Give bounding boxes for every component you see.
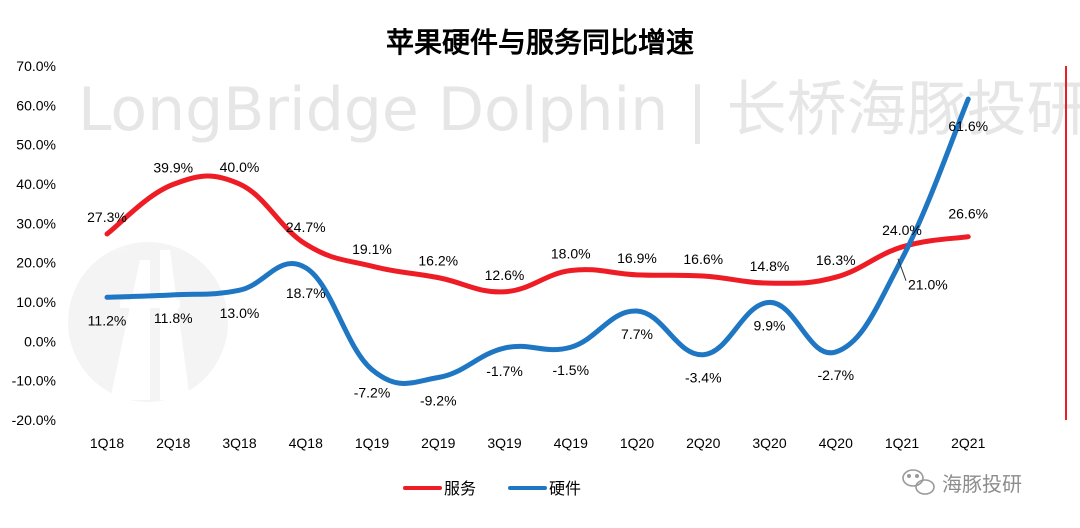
y-tick-label: 30.0%: [16, 215, 56, 231]
hardware-label-leader-line: [897, 258, 907, 281]
y-tick-label: -10.0%: [12, 373, 56, 389]
y-tick-label: 40.0%: [16, 176, 56, 192]
hardware-line: [104, 96, 971, 386]
x-axis: 1Q18 2Q18 3Q18 4Q18 1Q19 2Q19 3Q19 4Q19 1Q20 2Q20…: [90, 435, 986, 451]
hardware-data-label: 21.0%: [908, 277, 948, 293]
wechat-icon: [902, 469, 935, 495]
x-tick-label: 4Q20: [819, 435, 853, 451]
wechat-account-name: 海豚投研: [942, 472, 1022, 496]
data-labels: 27.3% 39.9% 40.0% 24.7% 19.1% 16.2% 12.6% 18.0%…: [87, 118, 988, 408]
services-data-label: 24.7%: [286, 219, 326, 235]
services-data-label: 24.0%: [882, 222, 922, 238]
x-tick-label: 4Q19: [554, 435, 588, 451]
y-tick-label: 60.0%: [16, 97, 56, 113]
hardware-data-label: -1.5%: [552, 362, 589, 378]
y-axis: -20.0% -10.0% 0.0% 10.0% 20.0% 30.0% 40.0% 50.0…: [12, 58, 56, 428]
x-tick-label: 1Q20: [620, 435, 654, 451]
x-tick-label: 1Q18: [90, 435, 124, 451]
x-tick-label: 2Q20: [686, 435, 720, 451]
hardware-data-label: 18.7%: [286, 285, 326, 301]
services-data-label: 18.0%: [551, 246, 591, 262]
watermark-text: LongBridge Dolphin | 长桥海豚投研: [78, 75, 1080, 145]
y-tick-label: 50.0%: [16, 137, 56, 153]
legend-label-services: 服务: [444, 479, 476, 498]
hardware-data-label: 61.6%: [948, 118, 988, 134]
hardware-data-label: 13.0%: [220, 305, 260, 321]
chart-title: 苹果硬件与服务同比增速: [386, 26, 694, 59]
hardware-data-label: -7.2%: [354, 385, 391, 401]
y-tick-label: 10.0%: [16, 294, 56, 310]
y-tick-label: 20.0%: [16, 255, 56, 271]
services-data-label: 27.3%: [87, 209, 127, 225]
x-tick-label: 1Q21: [885, 435, 919, 451]
hardware-data-label: 9.9%: [754, 317, 786, 333]
x-tick-label: 4Q18: [289, 435, 323, 451]
hardware-data-label: -9.2%: [420, 393, 457, 409]
services-data-label: 40.0%: [220, 159, 260, 175]
services-data-label: 19.1%: [352, 241, 392, 257]
services-data-label: 16.2%: [418, 253, 458, 269]
series-lines: [104, 96, 971, 386]
legend-label-hardware: 硬件: [549, 479, 581, 498]
services-line: [104, 173, 971, 295]
x-tick-label: 3Q19: [487, 435, 521, 451]
services-data-label: 16.6%: [683, 251, 723, 267]
x-tick-label: 2Q19: [421, 435, 455, 451]
hardware-data-label: -3.4%: [685, 370, 722, 386]
hardware-data-label: 11.2%: [88, 312, 127, 328]
x-tick-label: 3Q18: [222, 435, 256, 451]
y-tick-label: 70.0%: [16, 58, 56, 74]
hardware-data-label: -2.7%: [817, 367, 854, 383]
services-data-label: 12.6%: [485, 267, 525, 283]
services-data-label: 16.9%: [617, 250, 657, 266]
x-tick-label: 1Q19: [355, 435, 389, 451]
legend: 服务 硬件: [403, 479, 581, 498]
y-tick-label: 0.0%: [24, 333, 56, 349]
hardware-data-label: -1.7%: [486, 363, 523, 379]
hardware-data-label: 7.7%: [621, 326, 653, 342]
y-tick-label: -20.0%: [12, 412, 56, 428]
services-data-label: 16.3%: [816, 252, 856, 268]
x-tick-label: 2Q21: [951, 435, 985, 451]
hardware-data-label: 11.8%: [154, 310, 193, 326]
x-tick-label: 3Q20: [752, 435, 786, 451]
services-data-label: 14.8%: [750, 258, 790, 274]
x-tick-label: 2Q18: [156, 435, 190, 451]
services-data-label: 26.6%: [948, 206, 988, 222]
services-data-label: 39.9%: [153, 159, 193, 175]
